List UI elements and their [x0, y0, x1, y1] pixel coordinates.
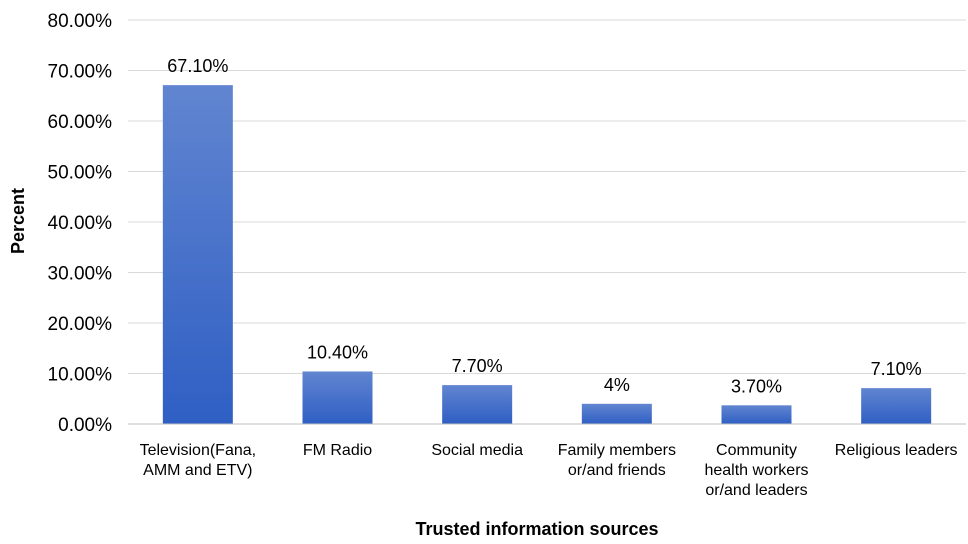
y-tick-label: 80.00%	[48, 11, 113, 32]
y-axis-title: Percent	[8, 188, 28, 254]
x-tick-label: Television(Fana, AMM and ETV)	[140, 442, 257, 479]
y-tick-label: 20.00%	[48, 314, 113, 335]
x-axis-title: Trusted information sources	[415, 519, 658, 539]
y-tick-label: 60.00%	[48, 112, 113, 133]
x-tick-label: Social media	[431, 442, 523, 459]
data-label: 67.10%	[167, 56, 228, 76]
y-axis-ticks: 0.00% 10.00% 20.00% 30.00% 40.00% 50.00% 60.00…	[48, 11, 113, 436]
data-label: 7.10%	[871, 359, 922, 379]
bar	[302, 371, 373, 424]
gridlines	[128, 19, 966, 374]
bars	[162, 85, 932, 425]
x-tick-label: FM Radio	[303, 442, 372, 459]
data-label: 4%	[604, 375, 630, 395]
data-label: 7.70%	[452, 356, 503, 376]
bar	[581, 403, 652, 424]
bar	[162, 85, 233, 425]
y-tick-label: 50.00%	[48, 163, 113, 184]
data-label: 10.40%	[307, 342, 368, 362]
data-label: 3.70%	[731, 376, 782, 396]
x-tick-label: Family members or/and friends	[558, 442, 676, 479]
x-axis-ticks: Television(Fana, AMM and ETV) FM Radio Soci…	[140, 442, 958, 499]
bar	[442, 385, 513, 424]
bar	[861, 388, 932, 424]
y-tick-label: 40.00%	[48, 213, 113, 234]
y-tick-label: 0.00%	[58, 415, 112, 436]
bar	[721, 405, 792, 424]
x-tick-label: Religious leaders	[835, 442, 958, 459]
y-tick-label: 70.00%	[48, 62, 113, 83]
y-tick-label: 30.00%	[48, 264, 113, 285]
x-tick-label: Community health workers or/and leaders	[704, 442, 808, 499]
data-labels: 67.10% 10.40% 7.70% 4% 3.70% 7.10%	[167, 56, 921, 396]
y-tick-label: 10.00%	[48, 365, 113, 386]
